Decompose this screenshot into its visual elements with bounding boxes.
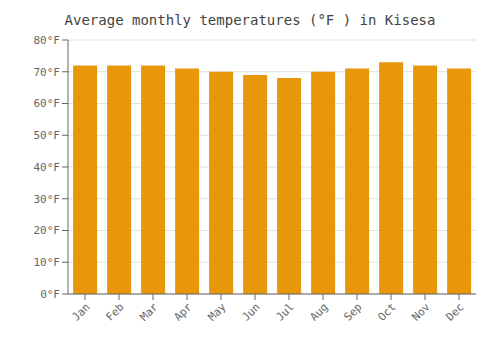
svg-text:Jan: Jan xyxy=(69,300,92,323)
svg-text:Aug: Aug xyxy=(307,300,330,323)
svg-text:40°F: 40°F xyxy=(34,161,61,174)
svg-text:20°F: 20°F xyxy=(34,224,61,237)
svg-text:May: May xyxy=(205,300,229,324)
svg-text:Apr: Apr xyxy=(171,300,195,324)
svg-text:Jul: Jul xyxy=(273,300,296,323)
svg-text:0°F: 0°F xyxy=(40,288,60,301)
svg-text:Jun: Jun xyxy=(239,300,262,323)
svg-text:Mar: Mar xyxy=(137,300,161,324)
html-text:Average monthly temperatures (: Average monthly temperatures (°F ) in Ki… xyxy=(64,12,436,28)
svg-text:Nov: Nov xyxy=(409,300,433,324)
svg-text:10°F: 10°F xyxy=(34,256,61,269)
svg-text:30°F: 30°F xyxy=(34,193,61,206)
svg-text:60°F: 60°F xyxy=(34,97,61,110)
svg-text:80°F: 80°F xyxy=(34,34,61,47)
svg-text:Feb: Feb xyxy=(103,300,126,323)
svg-text:Dec: Dec xyxy=(443,300,466,323)
svg-text:50°F: 50°F xyxy=(34,129,61,142)
svg-text:Oct: Oct xyxy=(375,300,398,323)
svg-text:Sep: Sep xyxy=(341,300,364,323)
svg-text:70°F: 70°F xyxy=(34,66,61,79)
